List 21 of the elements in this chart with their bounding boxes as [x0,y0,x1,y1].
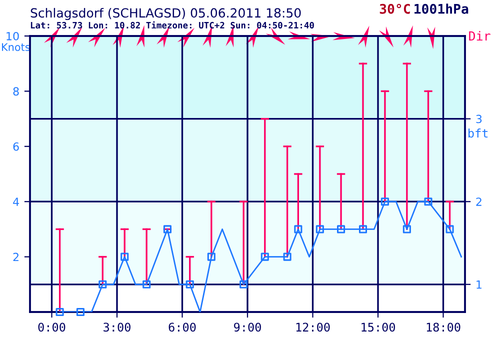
x-tick-label: 9:00 [234,322,261,332]
y-tick-label: 4 [13,198,19,206]
x-tick-label: 0:00 [38,322,66,332]
x-tick-label: 3:00 [104,322,130,332]
text: 30°C [380,4,410,14]
x-tick-label: 15:00 [362,322,396,332]
y-tick-label: 8 [13,87,19,96]
y-tick-label: 10 [6,32,19,40]
text: 1001hPa [414,4,468,14]
chart-subtitle: Lat: 53.73 Lon: 10.82 Timezone: UTC+2 Sun: 04:50-21:40 [30,21,314,29]
x-tick-label: 18:00 [426,322,460,332]
y-tick-label: 6 [13,142,19,151]
x-tick-label: 6:00 [168,322,196,332]
chart-title: Schlagsdorf (SCHLAGSD) 05.06.2011 18:50 [30,8,301,20]
x-tick-label: 12:00 [296,322,330,332]
y2-axis-title: bft [468,128,488,138]
y-tick-label: 2 [13,252,18,262]
text: Dir [469,30,490,40]
y2-tick-label: 1 [476,280,482,289]
y2-tick-label: 2 [476,198,482,206]
y2-tick-label: 3 [476,114,482,124]
